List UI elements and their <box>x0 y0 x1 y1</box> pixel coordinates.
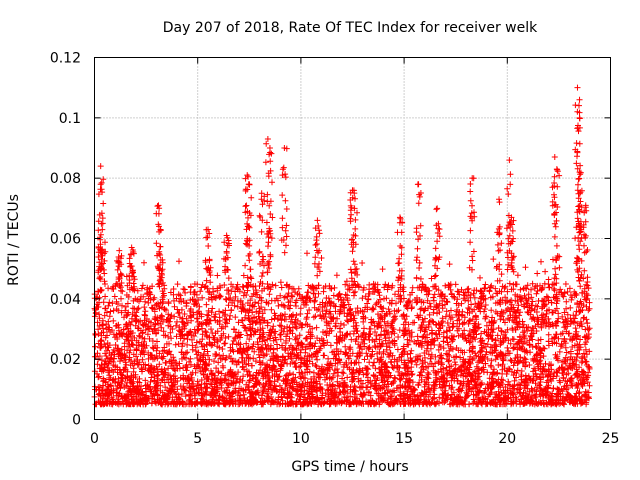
roti-point <box>223 232 230 239</box>
roti-point-cloud <box>91 102 593 408</box>
roti-point <box>281 145 288 151</box>
x-tick-label: 15 <box>395 431 413 447</box>
y-tick-label: 0.1 <box>59 111 81 127</box>
roti-point <box>551 154 558 161</box>
y-tick-label: 0.08 <box>50 171 81 187</box>
roti-point <box>97 181 104 188</box>
roti-point <box>415 181 422 188</box>
x-tick-label: 25 <box>602 431 620 447</box>
roti-point <box>396 214 403 221</box>
roti-point <box>582 202 589 209</box>
roti-point <box>205 226 212 233</box>
x-tick-label: 5 <box>193 431 202 447</box>
roti-point <box>506 157 513 164</box>
y-axis-label: ROTI / TECUs <box>6 194 22 286</box>
roti-point <box>434 205 441 212</box>
roti-point <box>349 187 356 194</box>
axis-ticks <box>94 57 611 420</box>
chart-title: Day 207 of 2018, Rate Of TEC Index for r… <box>163 20 538 36</box>
roti-point <box>576 169 583 176</box>
roti-point <box>155 202 162 209</box>
roti-point <box>576 114 583 121</box>
roti-point <box>576 96 583 103</box>
data-points <box>91 84 593 408</box>
x-axis-label: GPS time / hours <box>291 459 408 475</box>
x-tick-label: 0 <box>90 431 99 447</box>
roti-point <box>496 196 503 203</box>
y-tick-label: 0.12 <box>50 51 81 67</box>
roti-point <box>99 220 106 227</box>
roti-point <box>508 214 515 221</box>
roti-point <box>116 247 123 254</box>
roti-point <box>266 145 273 151</box>
roti-point <box>574 84 581 91</box>
roti-point <box>351 205 358 212</box>
roti-point <box>314 217 321 224</box>
roti-point <box>553 166 560 173</box>
y-tick-labels: 0 0.02 0.04 0.06 0.08 0.1 0.12 <box>50 51 81 429</box>
y-tick-label: 0 <box>72 413 81 429</box>
roti-point <box>128 244 135 251</box>
roti-point <box>97 163 104 170</box>
roti-point <box>264 135 271 142</box>
y-tick-label: 0.02 <box>50 352 81 368</box>
y-tick-label: 0.06 <box>50 232 81 248</box>
roti-point <box>246 181 253 188</box>
x-tick-label: 20 <box>498 431 516 447</box>
roti-point <box>469 175 476 182</box>
y-tick-label: 0.04 <box>50 292 81 308</box>
roti-point <box>244 172 251 179</box>
roti-point <box>157 226 164 233</box>
x-tick-labels: 0 5 10 15 20 25 <box>90 431 619 447</box>
roti-point <box>258 190 265 197</box>
x-tick-label: 10 <box>292 431 310 447</box>
